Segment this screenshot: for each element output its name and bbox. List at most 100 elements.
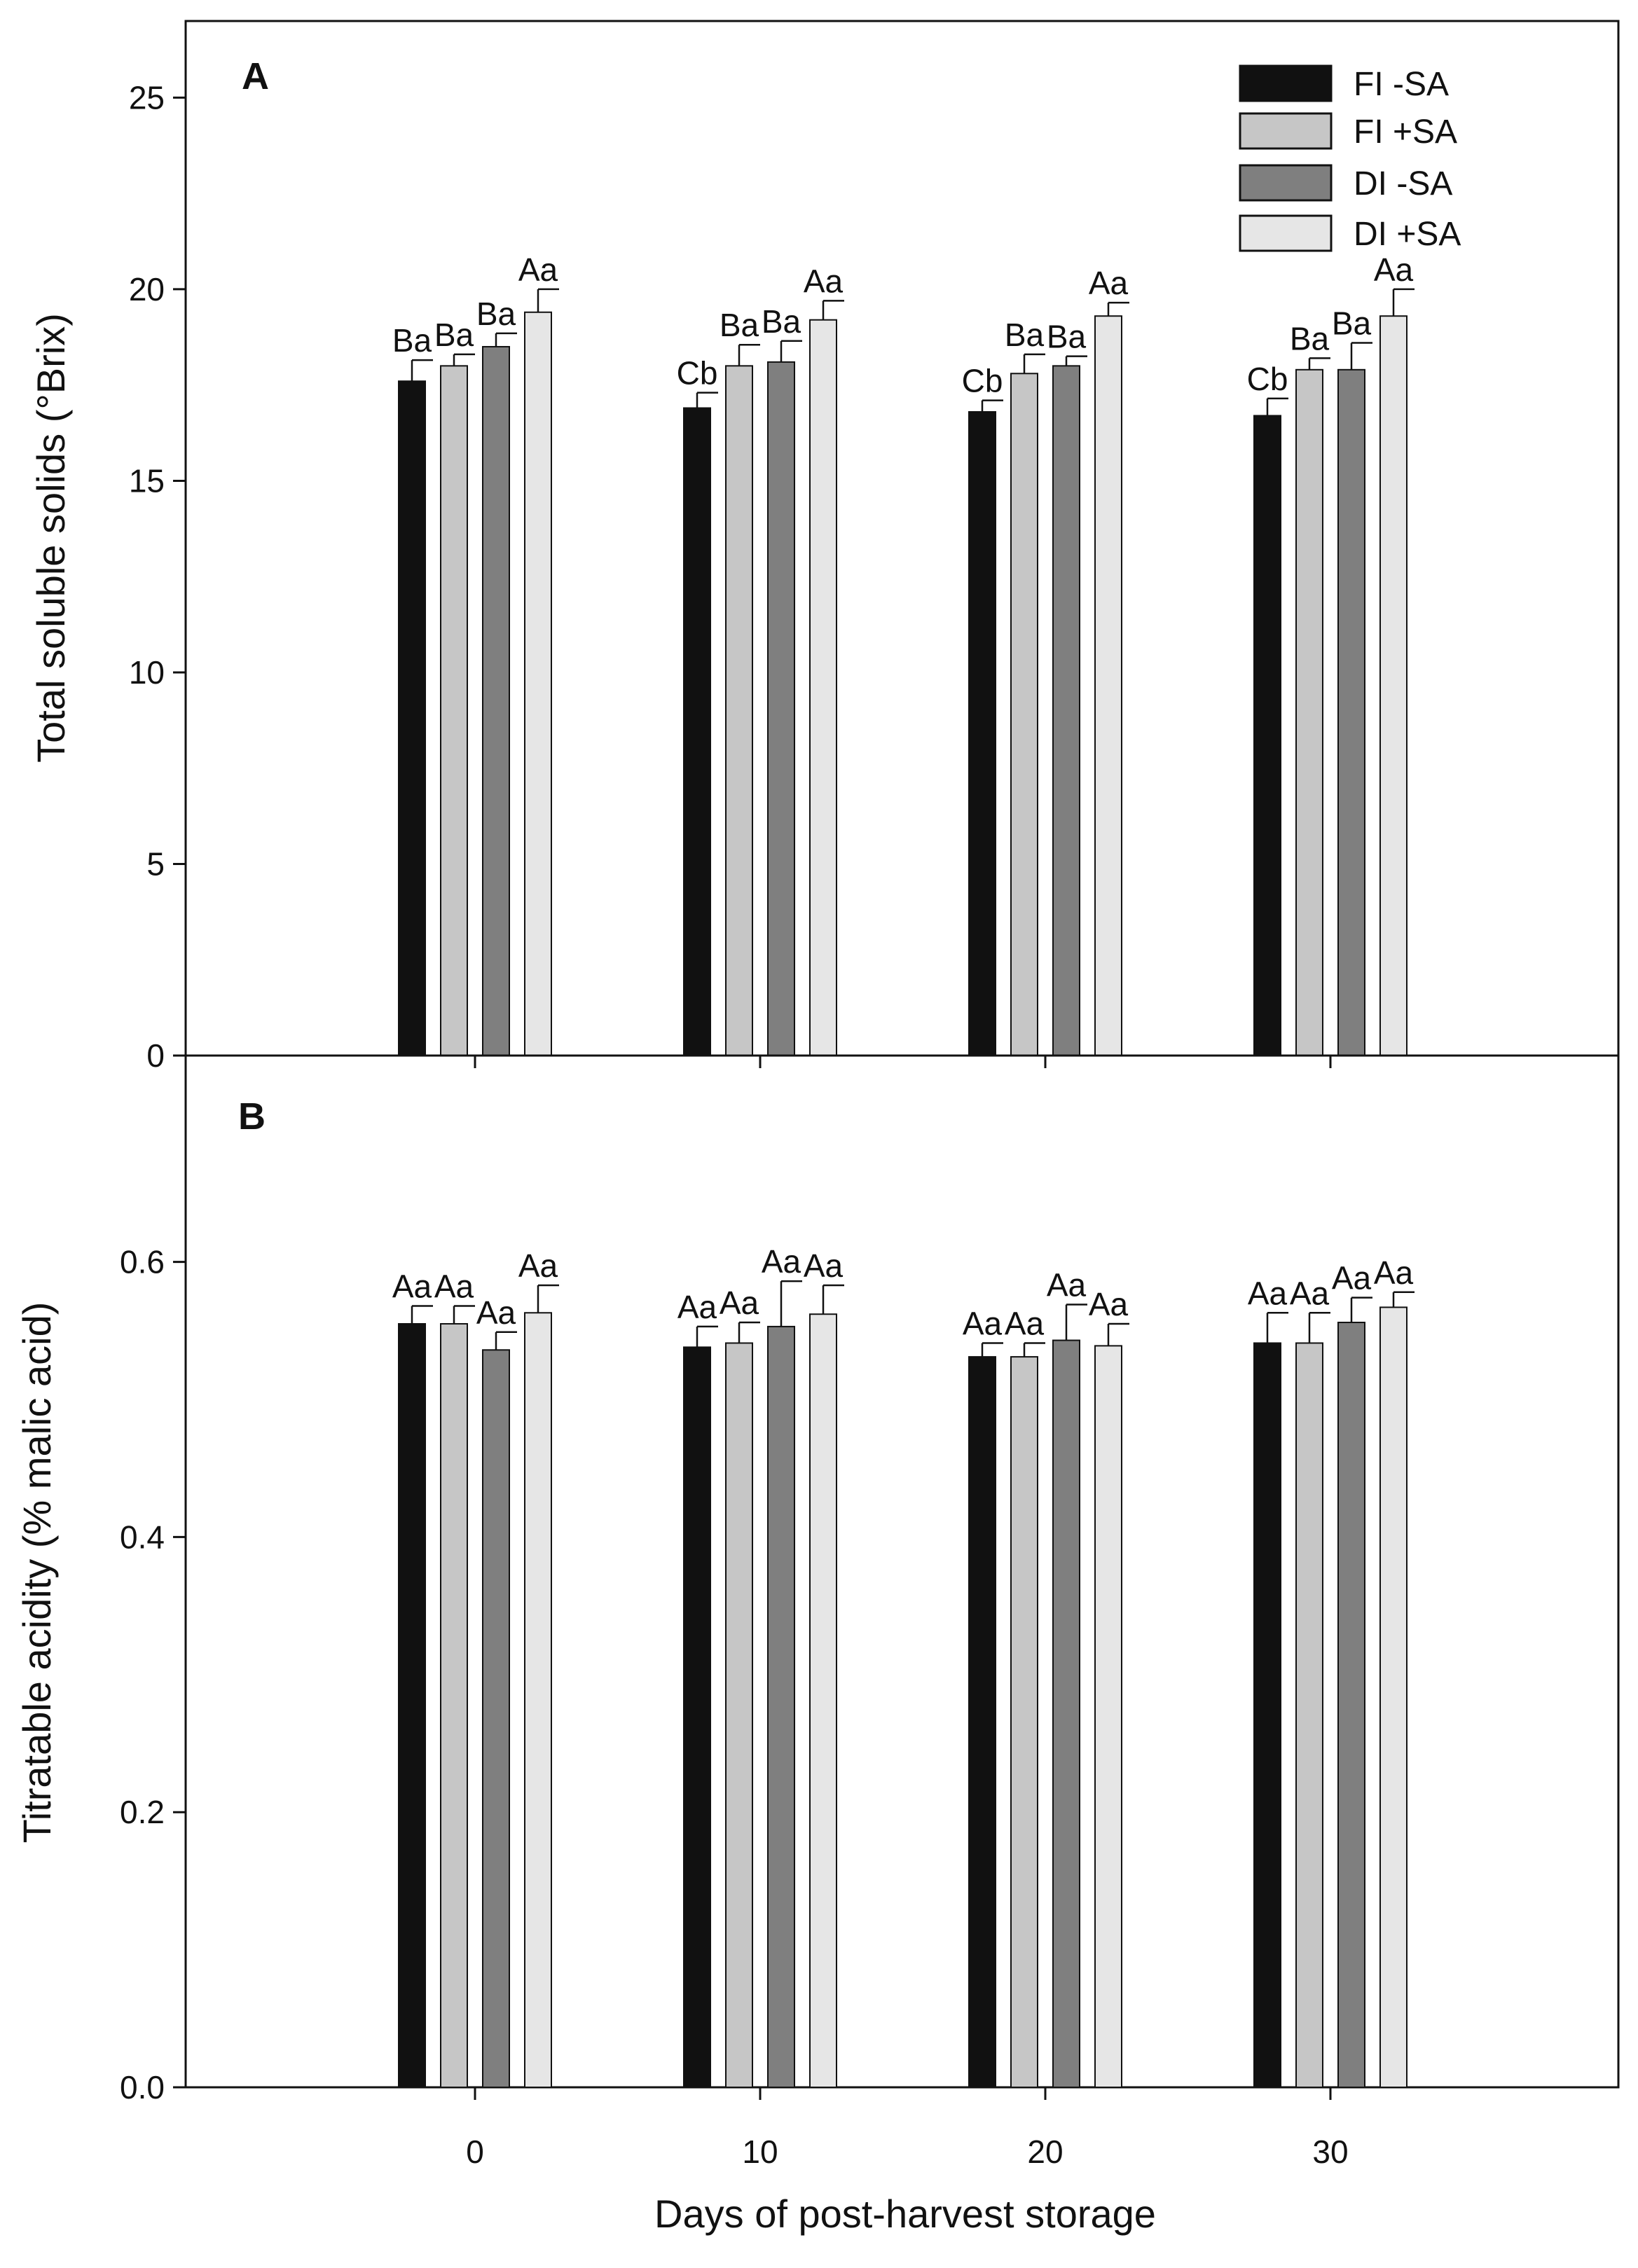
panel-a-bar-di-plussa (524, 311, 552, 1056)
panel-a-significance-label-fi-plussa: Ba (1290, 320, 1330, 357)
panel-b-bar-fi-plussa (1010, 1356, 1038, 2088)
panel-a-significance-label-di-minussa: Ba (762, 303, 801, 340)
panel-a-bar-fi-plussa (725, 365, 753, 1056)
panel-b-significance-label-fi-minussa: Aa (1248, 1275, 1288, 1311)
panel-a-y-axis-title: Total soluble solids (°Brix) (29, 313, 73, 763)
panel-b-significance-label-di-plussa: Aa (804, 1247, 844, 1284)
panel-a-label: A (242, 55, 269, 97)
panel-a-y-tick-label: 5 (146, 845, 165, 882)
panel-a-significance-label-fi-plussa: Ba (1005, 317, 1045, 353)
x-tick-label: 10 (742, 2134, 778, 2170)
x-tick-label: 0 (466, 2134, 484, 2170)
panel-a-significance-label-di-plussa: Aa (804, 263, 844, 299)
panel-a-bar-di-minussa (482, 345, 510, 1056)
x-tick-label: 30 (1312, 2134, 1348, 2170)
legend-entry-di-plus-sa: DI +SA (1239, 214, 1461, 253)
panel-b-bar-fi-minussa (968, 1356, 996, 2088)
legend-entry-di-minus-sa: DI -SA (1239, 164, 1452, 202)
panel-a-bar-di-minussa (1337, 368, 1365, 1056)
panel-b-y-tick-label: 0.0 (120, 2069, 165, 2105)
panel-b-bar-di-plussa (524, 1312, 552, 2088)
panel-b-bar-di-minussa (1337, 1322, 1365, 2088)
legend-swatch-fi-minus-sa (1239, 64, 1333, 102)
panel-a-x-ticks (474, 1056, 1332, 1068)
panel-b-significance-label-fi-minussa: Aa (677, 1289, 717, 1325)
panel-b-y-tick-label: 0.4 (120, 1519, 165, 1555)
panel-a-significance-label-fi-minussa: Cb (1247, 361, 1288, 397)
panel-a-bar-di-minussa (767, 361, 795, 1056)
panel-b-significance-label-fi-minussa: Aa (963, 1305, 1003, 1341)
legend-entry-fi-minus-sa: FI -SA (1239, 64, 1449, 103)
panel-a-bar-di-plussa (809, 319, 837, 1057)
panel-b-bar-di-minussa (1052, 1339, 1080, 2088)
legend-label-di-minus-sa: DI -SA (1354, 165, 1452, 202)
panel-a-significance-label-di-minussa: Ba (476, 296, 516, 332)
panel-b-bar-fi-plussa (725, 1342, 753, 2088)
panel-b-significance-label-di-minussa: Aa (1332, 1260, 1372, 1297)
panel-b-bar-fi-minussa (683, 1346, 711, 2088)
panel-a-y-axis: 0 5 10 15 20 25 (129, 79, 186, 1074)
panel-b-significance-label-fi-plussa: Aa (434, 1268, 474, 1304)
panel-b-bar-di-plussa (1094, 1345, 1122, 2088)
panel-a-bar-fi-plussa (1010, 373, 1038, 1056)
legend-label-fi-minus-sa: FI -SA (1354, 66, 1449, 103)
panel-a-significance-label-fi-plussa: Ba (720, 307, 759, 343)
panel-b-significance-label-di-minussa: Aa (1047, 1266, 1087, 1303)
panel-b-bar-fi-plussa (1295, 1342, 1323, 2088)
panel-b-significance-label-di-minussa: Aa (762, 1243, 801, 1280)
panel-b-x-ticks: 0 10 20 30 (466, 2087, 1349, 2170)
panel-a-y-tick-label: 25 (129, 79, 165, 116)
panel-b-significance-label-di-plussa: Aa (1089, 1286, 1129, 1322)
panel-b-frame (184, 1054, 1620, 2089)
panel-a-bar-di-plussa (1094, 315, 1122, 1056)
panel-b-bar-di-minussa (482, 1349, 510, 2088)
panel-a-bar-di-plussa (1379, 315, 1408, 1056)
panel-b-significance-label-fi-plussa: Aa (1290, 1275, 1330, 1311)
panel-b-bar-di-minussa (767, 1325, 795, 2088)
panel-b-significance-label-di-minussa: Aa (476, 1294, 516, 1331)
panel-a-significance-label-fi-plussa: Ba (434, 317, 474, 353)
panel-b-significance-label-fi-minussa: Aa (392, 1268, 432, 1304)
panel-a-y-tick-label: 15 (129, 462, 165, 499)
x-tick-label: 20 (1027, 2134, 1063, 2170)
legend-swatch-fi-plus-sa (1239, 112, 1333, 150)
panel-b-bar-di-plussa (1379, 1306, 1408, 2088)
panel-a-significance-label-fi-minussa: Cb (677, 355, 718, 392)
panel-a-bar-fi-minussa (1253, 415, 1281, 1056)
panel-b-significance-label-di-plussa: Aa (518, 1247, 558, 1284)
panel-b-y-tick-label: 0.2 (120, 1794, 165, 1830)
legend-label-fi-plus-sa: FI +SA (1354, 113, 1457, 151)
panel-a-significance-label-di-plussa: Aa (518, 251, 558, 288)
panel-b-bar-di-plussa (809, 1313, 837, 2088)
legend: FI -SA FI +SA DI -SA DI +SA (1239, 64, 1461, 253)
legend-label-di-plus-sa: DI +SA (1354, 216, 1461, 253)
panel-a-y-tick-label: 0 (146, 1037, 165, 1074)
panel-a-bar-fi-minussa (398, 380, 426, 1056)
panel-a-significance-label-fi-minussa: Ba (392, 322, 432, 359)
panel-a-y-tick-label: 20 (129, 271, 165, 307)
panel-b-y-axis-title: Titratable acidity (% malic acid) (15, 1302, 59, 1844)
panel-a-significance-label-di-minussa: Ba (1332, 305, 1372, 342)
panel-a-bar-di-minussa (1052, 365, 1080, 1056)
panel-b-y-tick-label: 0.6 (120, 1244, 165, 1280)
panel-a-significance-label-fi-minussa: Cb (962, 363, 1003, 399)
legend-entry-fi-plus-sa: FI +SA (1239, 112, 1457, 151)
panel-a-y-tick-label: 10 (129, 654, 165, 691)
panel-b-bar-fi-minussa (1253, 1342, 1281, 2088)
panel-b-label: B (238, 1095, 266, 1138)
panel-a-bar-fi-minussa (683, 407, 711, 1056)
legend-swatch-di-minus-sa (1239, 164, 1333, 202)
panel-a-bar-fi-plussa (1295, 368, 1323, 1056)
panel-a-significance-label-di-plussa: Aa (1089, 265, 1129, 301)
panel-b-significance-label-fi-plussa: Aa (720, 1285, 759, 1321)
panel-b-y-axis: 0.0 0.2 0.4 0.6 (120, 1244, 186, 2105)
panel-b-significance-label-di-plussa: Aa (1374, 1254, 1414, 1291)
legend-swatch-di-plus-sa (1239, 214, 1333, 252)
panel-b-significance-label-fi-plussa: Aa (1005, 1305, 1045, 1341)
panel-a-bar-fi-minussa (968, 410, 996, 1056)
x-axis-title: Days of post-harvest storage (654, 2192, 1156, 2236)
